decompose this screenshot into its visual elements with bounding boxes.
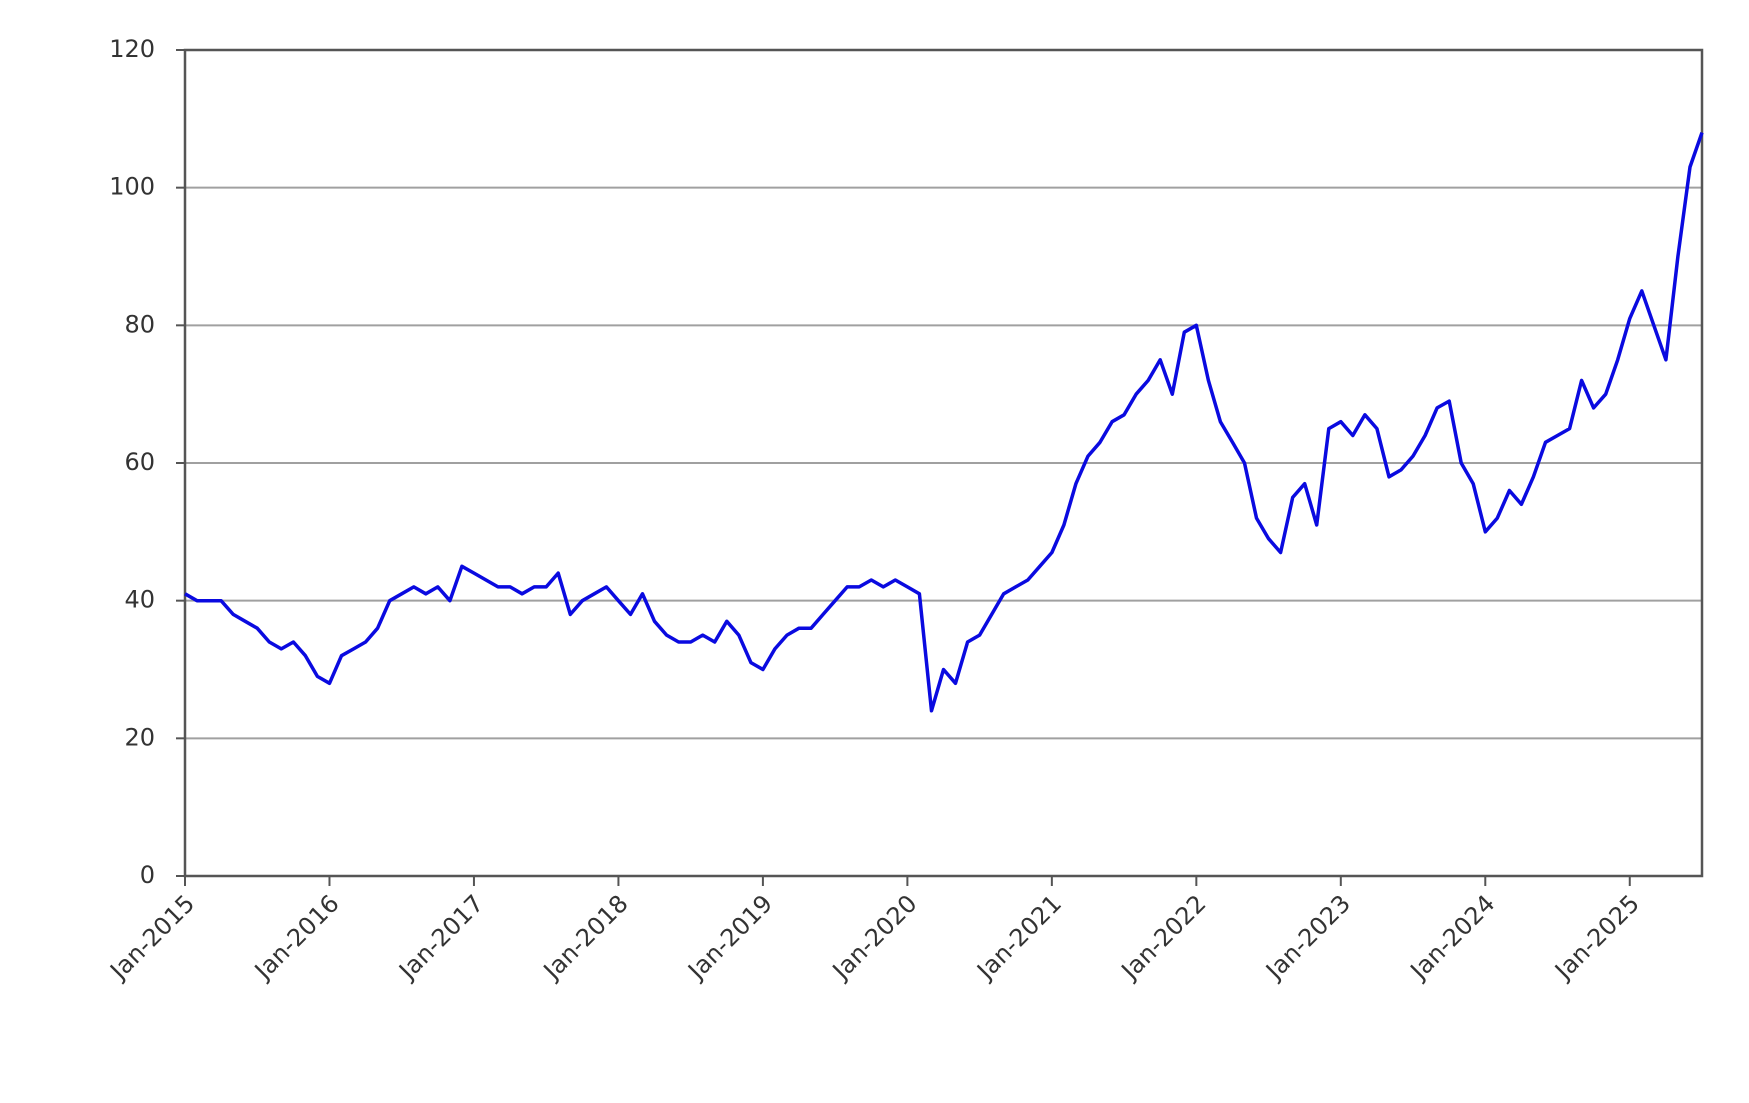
plot-frame — [183, 48, 1704, 878]
y-tick-label: 20 — [124, 723, 155, 751]
x-tick-label: Jan-2018 — [537, 889, 634, 986]
x-tick-label: Jan-2022 — [1115, 889, 1212, 986]
x-tick-label: Jan-2024 — [1404, 889, 1501, 986]
y-tick-label: 40 — [124, 586, 155, 614]
x-tick-label: Jan-2021 — [970, 889, 1067, 986]
y-tick-label: 80 — [124, 310, 155, 338]
data-line — [184, 132, 1704, 713]
y-tick-label: 0 — [140, 861, 155, 889]
x-tick-label: Jan-2020 — [826, 889, 923, 986]
x-tick-label: Jan-2015 — [104, 889, 201, 986]
x-tick-label: Jan-2019 — [681, 889, 778, 986]
y-tick-label: 60 — [124, 448, 155, 476]
x-tick-label: Jan-2017 — [392, 889, 489, 986]
y-tick-label: 100 — [109, 173, 155, 201]
x-tick-label: Jan-2025 — [1548, 889, 1645, 986]
x-tick-label: Jan-2016 — [248, 889, 345, 986]
x-tick-label: Jan-2023 — [1259, 889, 1356, 986]
y-tick-label: 120 — [109, 35, 155, 63]
